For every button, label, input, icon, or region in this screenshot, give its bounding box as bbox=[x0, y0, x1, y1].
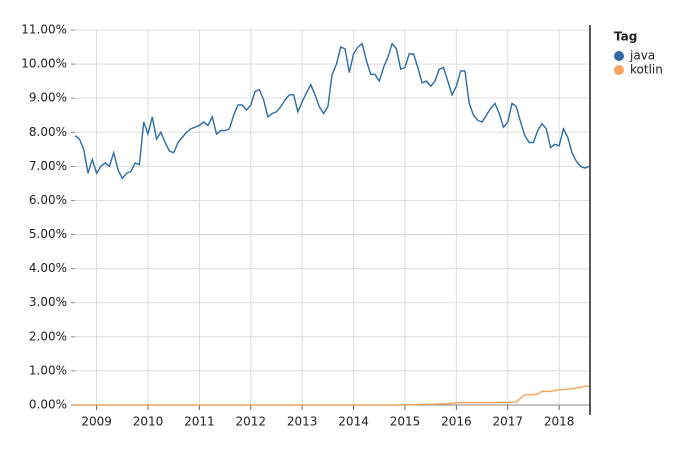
x-tick-label: 2009 bbox=[81, 415, 112, 429]
y-tick-label: 6.00% bbox=[29, 193, 67, 207]
x-tick-label: 2017 bbox=[492, 415, 523, 429]
y-tick-label: 7.00% bbox=[29, 159, 67, 173]
legend-swatch bbox=[614, 65, 624, 75]
legend-title: Tag bbox=[614, 30, 637, 44]
x-tick-label: 2013 bbox=[287, 415, 318, 429]
y-tick-label: 0.00% bbox=[29, 398, 67, 412]
y-tick-label: 3.00% bbox=[29, 295, 67, 309]
series-line bbox=[75, 385, 590, 406]
legend-label: java bbox=[629, 49, 655, 63]
y-tick-label: 10.00% bbox=[21, 57, 67, 71]
x-tick-label: 2010 bbox=[133, 415, 164, 429]
x-tick-label: 2018 bbox=[544, 415, 575, 429]
series-line bbox=[74, 42, 590, 180]
x-tick-label: 2014 bbox=[338, 415, 369, 429]
x-tick-label: 2016 bbox=[441, 415, 472, 429]
y-tick-label: 4.00% bbox=[29, 261, 67, 275]
x-tick-label: 2015 bbox=[390, 415, 421, 429]
x-tick-label: 2012 bbox=[236, 415, 267, 429]
y-tick-label: 5.00% bbox=[29, 227, 67, 241]
legend-swatch bbox=[614, 51, 624, 61]
y-tick-label: 2.00% bbox=[29, 329, 67, 343]
y-tick-label: 9.00% bbox=[29, 91, 67, 105]
y-tick-label: 1.00% bbox=[29, 363, 67, 377]
y-tick-label: 8.00% bbox=[29, 125, 67, 139]
y-tick-label: 11.00% bbox=[21, 23, 67, 37]
legend-label: kotlin bbox=[630, 63, 663, 77]
x-tick-label: 2011 bbox=[184, 415, 215, 429]
